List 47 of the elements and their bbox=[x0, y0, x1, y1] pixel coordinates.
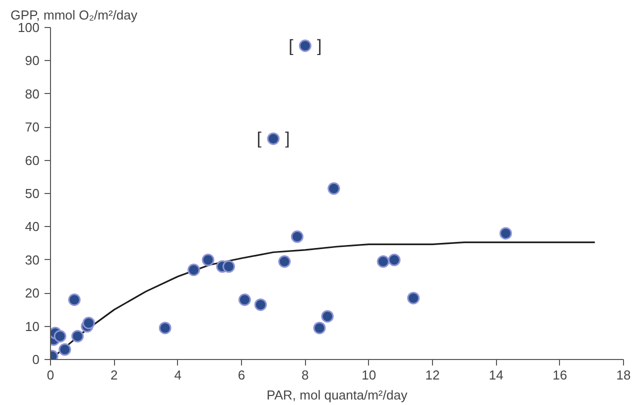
point bbox=[254, 298, 267, 311]
point bbox=[71, 330, 84, 342]
point bbox=[313, 322, 326, 334]
y-tick-label: 70 bbox=[25, 120, 40, 135]
annotation: [ ] bbox=[256, 129, 290, 148]
y-tick-label: 40 bbox=[25, 219, 40, 234]
point bbox=[376, 255, 390, 268]
point bbox=[328, 182, 340, 195]
point bbox=[68, 294, 81, 306]
annotation: [ ] bbox=[288, 36, 322, 56]
point bbox=[388, 254, 401, 266]
x-tick-label: 12 bbox=[425, 368, 440, 382]
x-axis-title: PAR, mol quanta/m²/day bbox=[266, 388, 408, 402]
x-tick-label: 16 bbox=[552, 368, 568, 382]
point bbox=[54, 330, 66, 342]
x-tick-label: 10 bbox=[362, 368, 376, 382]
point bbox=[407, 292, 420, 304]
x-tick-label: 0 bbox=[46, 368, 54, 382]
point bbox=[222, 260, 236, 273]
x-tick-label: 14 bbox=[488, 368, 504, 382]
y-tick-label: 30 bbox=[25, 252, 40, 268]
x-tick-label: 8 bbox=[302, 368, 309, 382]
y-tick-label: 90 bbox=[25, 53, 40, 68]
x-tick-label: 18 bbox=[616, 368, 631, 382]
point bbox=[58, 343, 72, 356]
y-tick-label: 100 bbox=[18, 20, 40, 35]
x-tick-label: 4 bbox=[174, 368, 182, 382]
y-tick-label: 50 bbox=[25, 186, 40, 201]
point bbox=[321, 310, 334, 323]
y-tick-label: 10 bbox=[25, 318, 40, 334]
point bbox=[278, 255, 291, 268]
point bbox=[188, 264, 200, 276]
point bbox=[499, 227, 512, 240]
y-tick-label: 0 bbox=[32, 352, 40, 367]
y-tick-label: 80 bbox=[25, 86, 40, 102]
point bbox=[267, 132, 280, 145]
y-axis-title: GPP, mmol O₂/m²/day bbox=[10, 8, 138, 22]
x-tick-label: 2 bbox=[110, 368, 118, 382]
point bbox=[82, 316, 95, 330]
x-tick-label: 6 bbox=[238, 368, 246, 382]
point bbox=[158, 322, 172, 334]
y-tick-label: 20 bbox=[25, 286, 40, 301]
point bbox=[238, 294, 251, 306]
point bbox=[202, 254, 214, 266]
y-tick-label: 60 bbox=[25, 152, 40, 168]
point bbox=[298, 40, 312, 52]
point bbox=[290, 230, 304, 243]
